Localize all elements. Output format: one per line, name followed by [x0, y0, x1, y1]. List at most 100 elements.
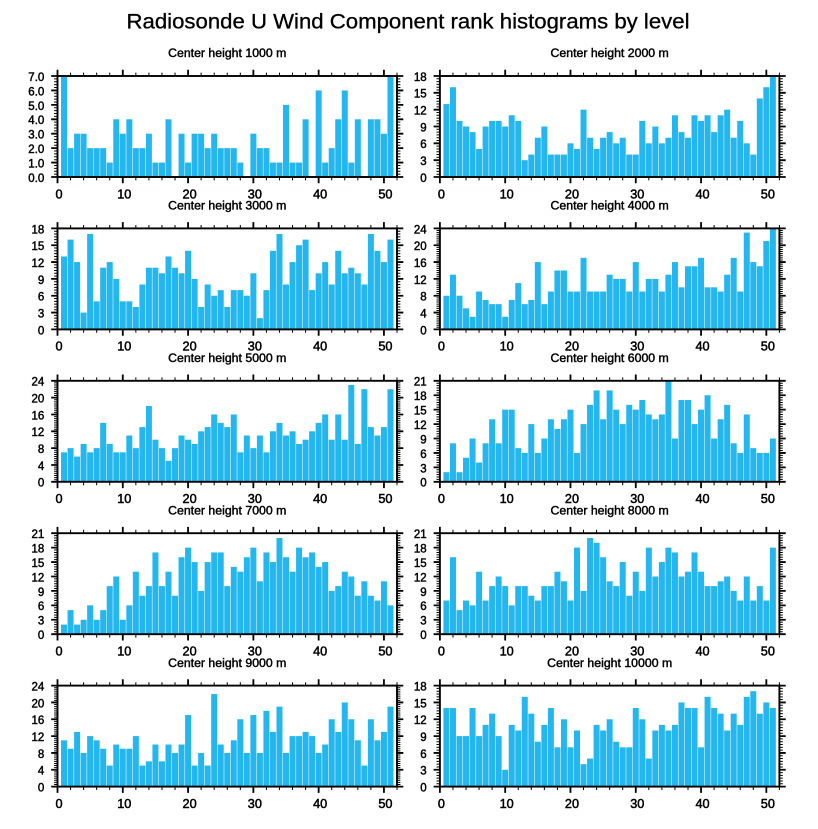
svg-text:3: 3: [420, 463, 426, 475]
svg-text:0: 0: [38, 325, 44, 337]
svg-text:40: 40: [695, 797, 709, 811]
svg-text:40: 40: [695, 492, 709, 506]
svg-text:50: 50: [761, 645, 775, 659]
svg-text:6: 6: [420, 749, 426, 761]
svg-text:0: 0: [55, 492, 62, 506]
svg-text:21: 21: [414, 529, 427, 541]
svg-text:3.0: 3.0: [28, 130, 44, 142]
svg-text:0: 0: [438, 492, 445, 506]
svg-text:40: 40: [313, 187, 327, 201]
svg-text:30: 30: [248, 492, 262, 506]
svg-text:0.0: 0.0: [28, 173, 44, 185]
svg-text:10: 10: [117, 492, 131, 506]
svg-text:12: 12: [414, 420, 427, 432]
svg-text:7.0: 7.0: [28, 72, 44, 84]
svg-text:20: 20: [565, 187, 579, 201]
svg-text:0: 0: [438, 187, 445, 201]
svg-text:50: 50: [761, 340, 775, 354]
svg-text:Center height 7000 m: Center height 7000 m: [168, 503, 286, 517]
svg-text:50: 50: [761, 187, 775, 201]
svg-text:20: 20: [32, 698, 45, 710]
svg-text:15: 15: [414, 406, 427, 418]
svg-text:10: 10: [117, 797, 131, 811]
svg-text:20: 20: [565, 340, 579, 354]
svg-text:15: 15: [414, 558, 427, 570]
svg-text:5.0: 5.0: [28, 101, 44, 113]
svg-text:10: 10: [117, 340, 131, 354]
svg-text:Center height 8000 m: Center height 8000 m: [551, 503, 669, 517]
svg-text:10: 10: [500, 492, 514, 506]
svg-text:Center height 6000 m: Center height 6000 m: [551, 351, 669, 365]
svg-text:15: 15: [414, 698, 427, 710]
svg-text:30: 30: [630, 645, 644, 659]
svg-text:10: 10: [117, 645, 131, 659]
svg-text:0: 0: [38, 630, 44, 642]
svg-text:3: 3: [38, 616, 44, 628]
svg-text:Center height 5000 m: Center height 5000 m: [168, 351, 286, 365]
svg-text:30: 30: [248, 797, 262, 811]
svg-text:6: 6: [420, 601, 426, 613]
svg-text:50: 50: [761, 492, 775, 506]
svg-text:Center height 3000 m: Center height 3000 m: [168, 199, 286, 213]
svg-text:20: 20: [183, 645, 197, 659]
svg-text:20: 20: [565, 492, 579, 506]
svg-text:50: 50: [378, 797, 392, 811]
svg-text:40: 40: [695, 340, 709, 354]
svg-text:0: 0: [420, 783, 426, 795]
svg-text:40: 40: [695, 187, 709, 201]
svg-text:20: 20: [565, 645, 579, 659]
svg-text:9: 9: [420, 587, 426, 599]
svg-text:18: 18: [414, 544, 427, 556]
svg-text:30: 30: [630, 340, 644, 354]
svg-text:8: 8: [420, 292, 426, 304]
svg-text:0: 0: [438, 645, 445, 659]
svg-text:6: 6: [38, 601, 44, 613]
svg-text:15: 15: [32, 241, 45, 253]
svg-text:0: 0: [55, 645, 62, 659]
svg-text:6: 6: [420, 449, 426, 461]
svg-text:3: 3: [420, 766, 426, 778]
svg-text:4: 4: [38, 766, 45, 778]
svg-text:15: 15: [32, 558, 45, 570]
svg-text:12: 12: [414, 572, 427, 584]
svg-text:4: 4: [38, 461, 45, 473]
svg-text:12: 12: [414, 715, 427, 727]
svg-text:15: 15: [414, 89, 427, 101]
svg-text:20: 20: [32, 394, 45, 406]
svg-text:10: 10: [117, 187, 131, 201]
svg-text:9: 9: [420, 434, 426, 446]
svg-text:12: 12: [414, 275, 427, 287]
svg-text:40: 40: [313, 797, 327, 811]
svg-text:0: 0: [55, 797, 62, 811]
svg-text:10: 10: [500, 187, 514, 201]
svg-text:6: 6: [38, 292, 44, 304]
svg-text:40: 40: [313, 492, 327, 506]
svg-text:18: 18: [32, 544, 45, 556]
svg-text:30: 30: [630, 492, 644, 506]
svg-text:10: 10: [500, 340, 514, 354]
svg-text:20: 20: [183, 187, 197, 201]
svg-text:12: 12: [414, 106, 427, 118]
svg-text:24: 24: [32, 682, 45, 694]
svg-text:40: 40: [695, 645, 709, 659]
svg-text:Center height 4000 m: Center height 4000 m: [551, 199, 669, 213]
svg-text:4.0: 4.0: [28, 115, 44, 127]
svg-text:0: 0: [420, 325, 426, 337]
svg-text:50: 50: [378, 187, 392, 201]
svg-text:3: 3: [420, 616, 426, 628]
svg-text:18: 18: [414, 72, 427, 84]
svg-text:50: 50: [378, 492, 392, 506]
svg-text:0: 0: [55, 340, 62, 354]
svg-text:16: 16: [32, 715, 45, 727]
svg-text:9: 9: [38, 587, 44, 599]
svg-text:21: 21: [414, 377, 427, 389]
svg-text:12: 12: [32, 732, 45, 744]
svg-text:18: 18: [32, 224, 45, 236]
svg-text:Center height 2000 m: Center height 2000 m: [551, 46, 669, 60]
svg-text:9: 9: [420, 732, 426, 744]
svg-text:10: 10: [500, 797, 514, 811]
svg-text:6.0: 6.0: [28, 86, 44, 98]
svg-text:0: 0: [420, 173, 426, 185]
svg-text:50: 50: [378, 340, 392, 354]
svg-text:3: 3: [420, 156, 426, 168]
